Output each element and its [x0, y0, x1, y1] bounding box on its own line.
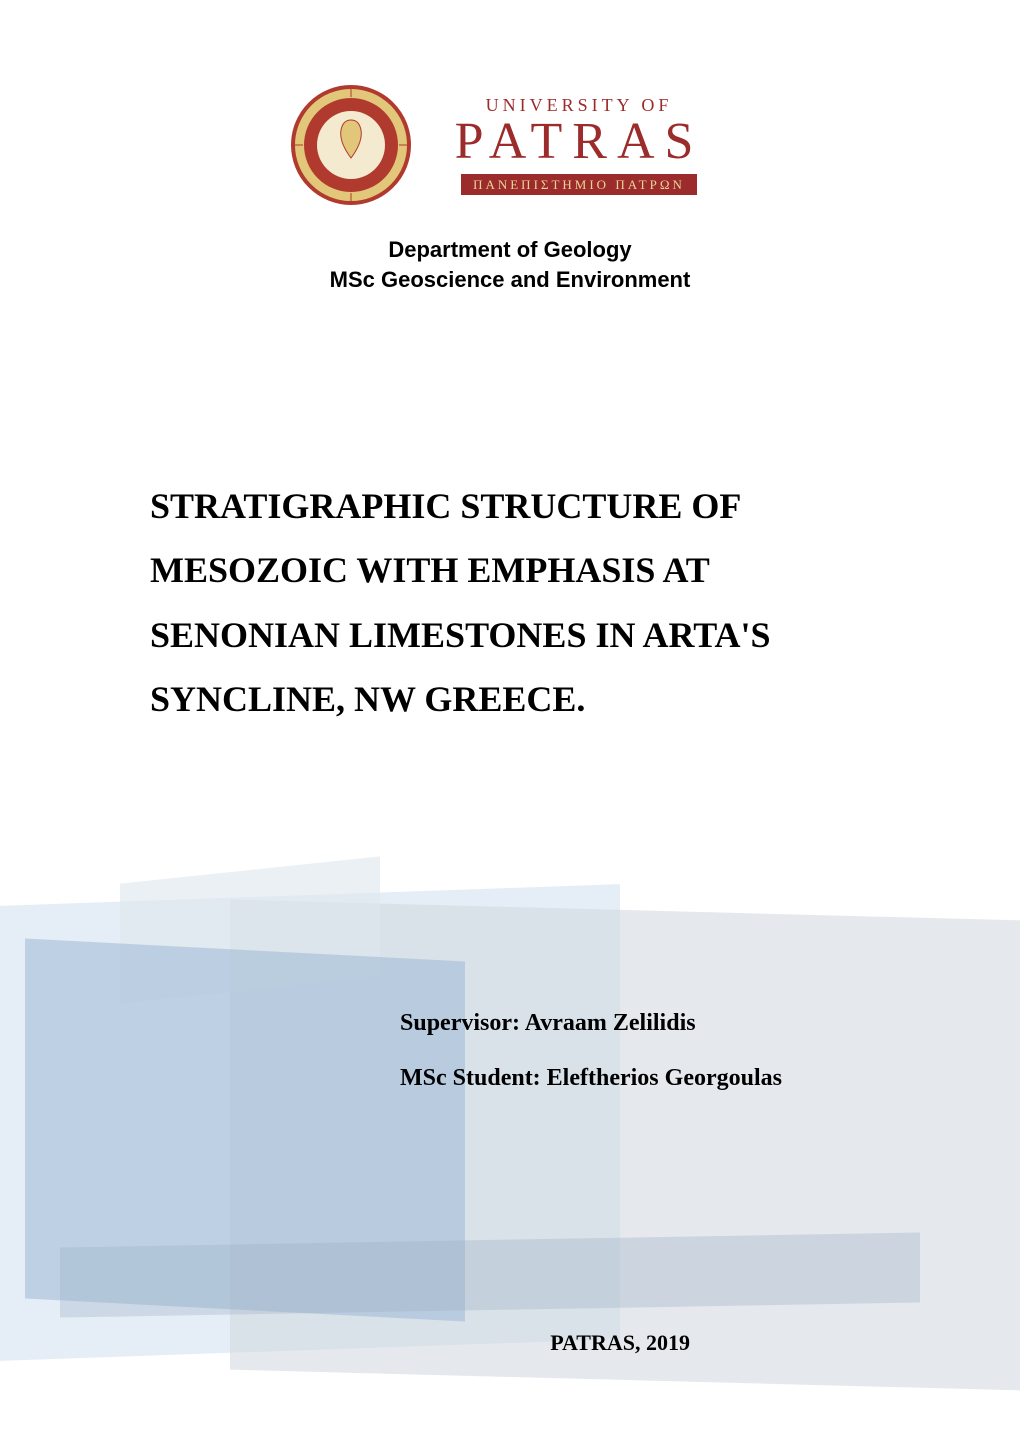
footer-place-year: PATRAS, 2019 — [550, 1330, 690, 1356]
logo-row: 19 64 UNIVERSITY OF PATRAS ΠΑΝΕΠΙΣΤΗΜΙΟ … — [0, 0, 1020, 205]
supervisor-row: Supervisor: Avraam Zelilidis — [400, 1010, 930, 1037]
title-line-1: STRATIGRAPHIC STRUCTURE OF — [150, 474, 890, 538]
title-line-3: SENONIAN LIMESTONES IN ARTA'S — [150, 603, 890, 667]
university-seal-icon: 19 64 — [291, 85, 411, 205]
student-name: Eleftherios Georgoulas — [547, 1065, 782, 1091]
seal-year-right: 64 — [365, 143, 375, 154]
supervisor-name: Avraam Zelilidis — [525, 1010, 696, 1036]
title-line-4: SYNCLINE, NW GREECE. — [150, 667, 890, 731]
student-label: MSc Student: — [400, 1065, 541, 1091]
credits-block: Supervisor: Avraam Zelilidis MSc Student… — [400, 1010, 930, 1120]
wordmark-greek-bar: ΠΑΝΕΠΙΣΤΗΜΙΟ ΠΑΤΡΩΝ — [461, 174, 697, 195]
department-line-2: MSc Geoscience and Environment — [0, 265, 1020, 295]
thesis-title: STRATIGRAPHIC STRUCTURE OF MESOZOIC WITH… — [0, 474, 1020, 730]
wordmark-line1: UNIVERSITY OF — [429, 96, 729, 114]
title-line-2: MESOZOIC WITH EMPHASIS AT — [150, 538, 890, 602]
department-block: Department of Geology MSc Geoscience and… — [0, 235, 1020, 294]
wordmark-line2: PATRAS — [429, 116, 729, 168]
seal-year-left: 19 — [329, 143, 339, 154]
supervisor-label: Supervisor: — [400, 1010, 520, 1036]
student-row: MSc Student: Eleftherios Georgoulas — [400, 1065, 930, 1092]
department-line-1: Department of Geology — [0, 235, 1020, 265]
university-wordmark: UNIVERSITY OF PATRAS ΠΑΝΕΠΙΣΤΗΜΙΟ ΠΑΤΡΩΝ — [429, 96, 729, 195]
page: 19 64 UNIVERSITY OF PATRAS ΠΑΝΕΠΙΣΤΗΜΙΟ … — [0, 0, 1020, 1442]
